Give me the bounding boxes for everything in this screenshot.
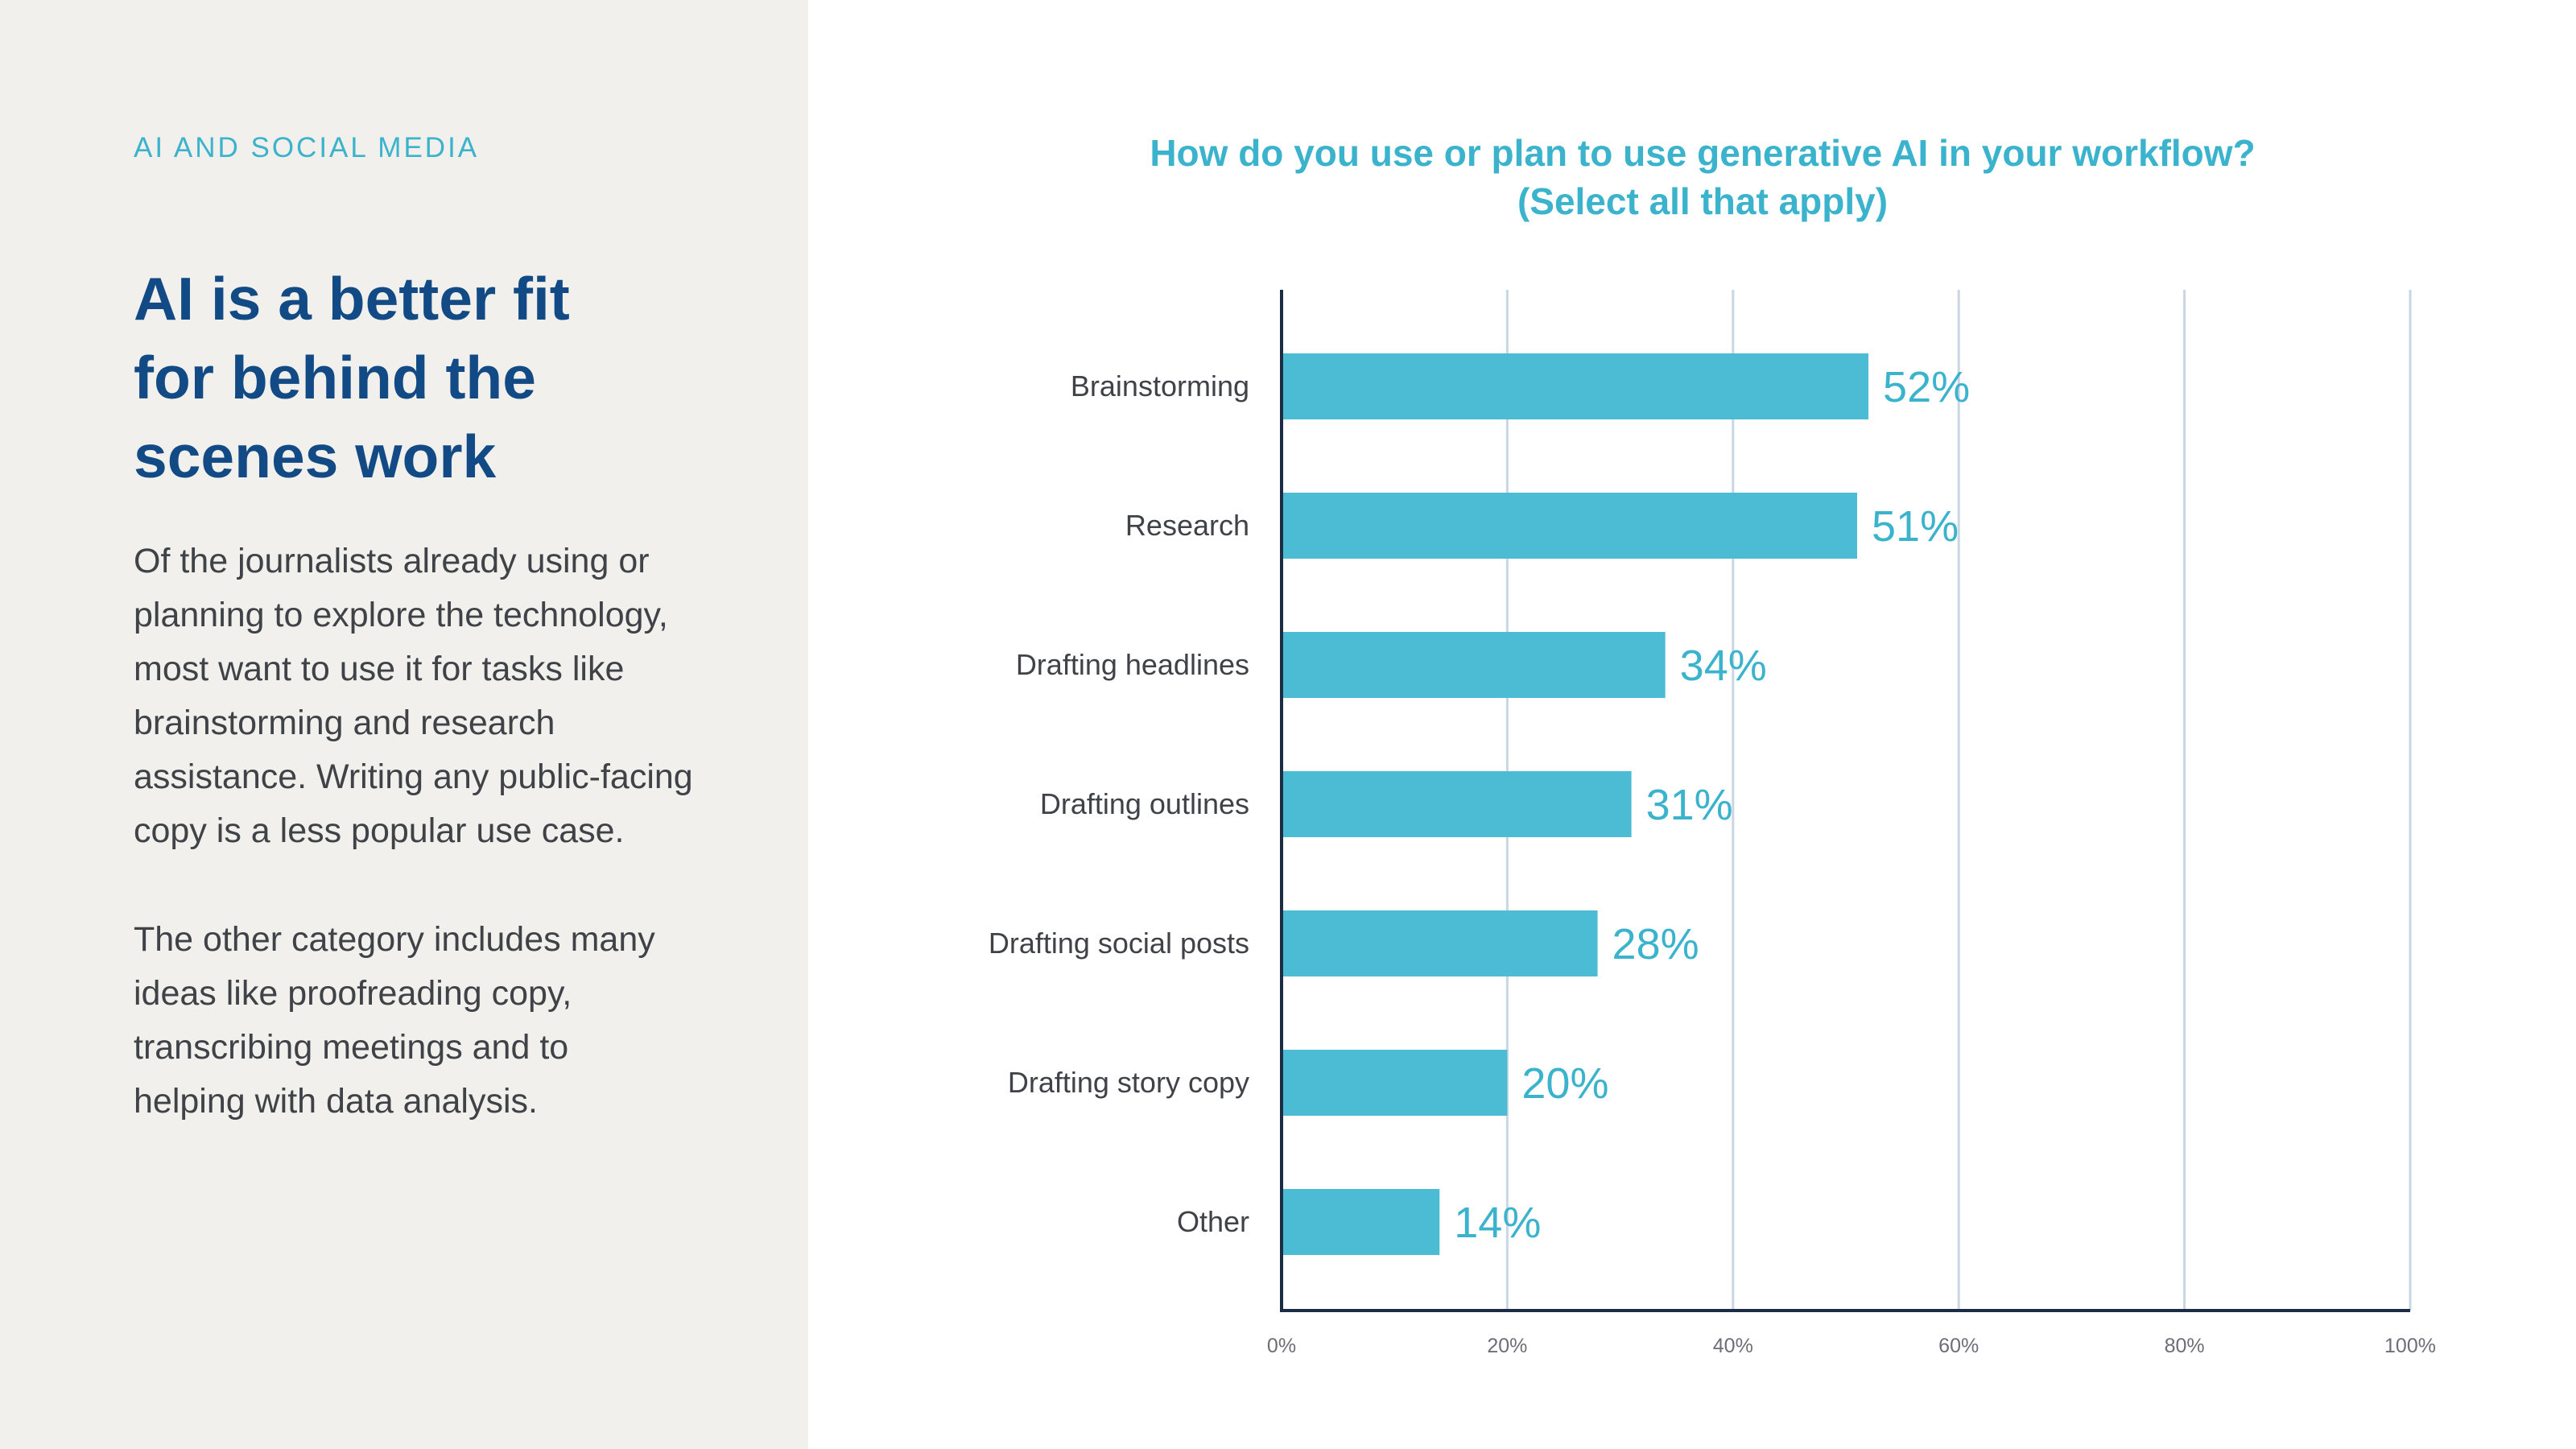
headline-line: scenes work	[134, 423, 497, 490]
bar	[1282, 1189, 1440, 1255]
value-label: 52%	[1883, 363, 1970, 411]
value-label: 28%	[1612, 920, 1699, 968]
x-tick-label: 0%	[1267, 1335, 1296, 1357]
bar	[1282, 1050, 1508, 1116]
headline-line: for behind the	[134, 344, 536, 411]
headline-line: AI is a better fit	[134, 265, 570, 332]
x-tick-label: 80%	[2165, 1335, 2205, 1357]
paragraph-line: most want to use it for tasks like	[134, 650, 625, 688]
category-label: Research	[1125, 509, 1249, 542]
paragraph-line: planning to explore the technology,	[134, 596, 668, 634]
left-panel: AI AND SOCIAL MEDIA AI is a better fit f…	[0, 0, 808, 1449]
x-tick-label: 100%	[2384, 1335, 2436, 1357]
chart-title-line: (Select all that apply)	[1517, 180, 1889, 222]
paragraph-line: brainstorming and research	[134, 704, 555, 742]
bar	[1282, 632, 1666, 698]
chart-title: How do you use or plan to use generative…	[877, 129, 2528, 225]
paragraph-line: helping with data analysis.	[134, 1082, 538, 1121]
bar	[1282, 493, 1858, 559]
value-label: 14%	[1454, 1199, 1541, 1247]
section-eyebrow: AI AND SOCIAL MEDIA	[134, 132, 480, 163]
body-paragraph-1: Of the journalists already using or plan…	[134, 535, 745, 858]
x-tick-label: 40%	[1713, 1335, 1753, 1357]
paragraph-line: Of the journalists already using or	[134, 542, 650, 580]
category-label: Drafting story copy	[1008, 1066, 1249, 1099]
value-label: 51%	[1872, 502, 1959, 551]
headline: AI is a better fit for behind the scenes…	[134, 259, 745, 496]
value-label: 34%	[1680, 642, 1767, 690]
paragraph-line: ideas like proofreading copy,	[134, 974, 572, 1013]
category-label: Drafting social posts	[989, 927, 1249, 960]
body-paragraph-2: The other category includes many ideas l…	[134, 913, 745, 1129]
paragraph-line: The other category includes many	[134, 920, 655, 959]
bar	[1282, 353, 1869, 419]
category-label: Drafting outlines	[1040, 787, 1249, 820]
x-tick-label: 60%	[1938, 1335, 1979, 1357]
category-label: Other	[1177, 1205, 1249, 1238]
value-label: 31%	[1646, 781, 1733, 829]
paragraph-line: assistance. Writing any public-facing	[134, 758, 693, 796]
category-label: Drafting headlines	[1016, 648, 1249, 681]
chart-title-line: How do you use or plan to use generative…	[1150, 132, 2256, 174]
value-label: 20%	[1521, 1059, 1608, 1108]
x-tick-label: 20%	[1487, 1335, 1527, 1357]
paragraph-line: transcribing meetings and to	[134, 1028, 569, 1067]
category-label: Brainstorming	[1071, 369, 1249, 402]
bar	[1282, 910, 1598, 976]
bar	[1282, 771, 1632, 837]
paragraph-line: copy is a less popular use case.	[134, 811, 625, 850]
